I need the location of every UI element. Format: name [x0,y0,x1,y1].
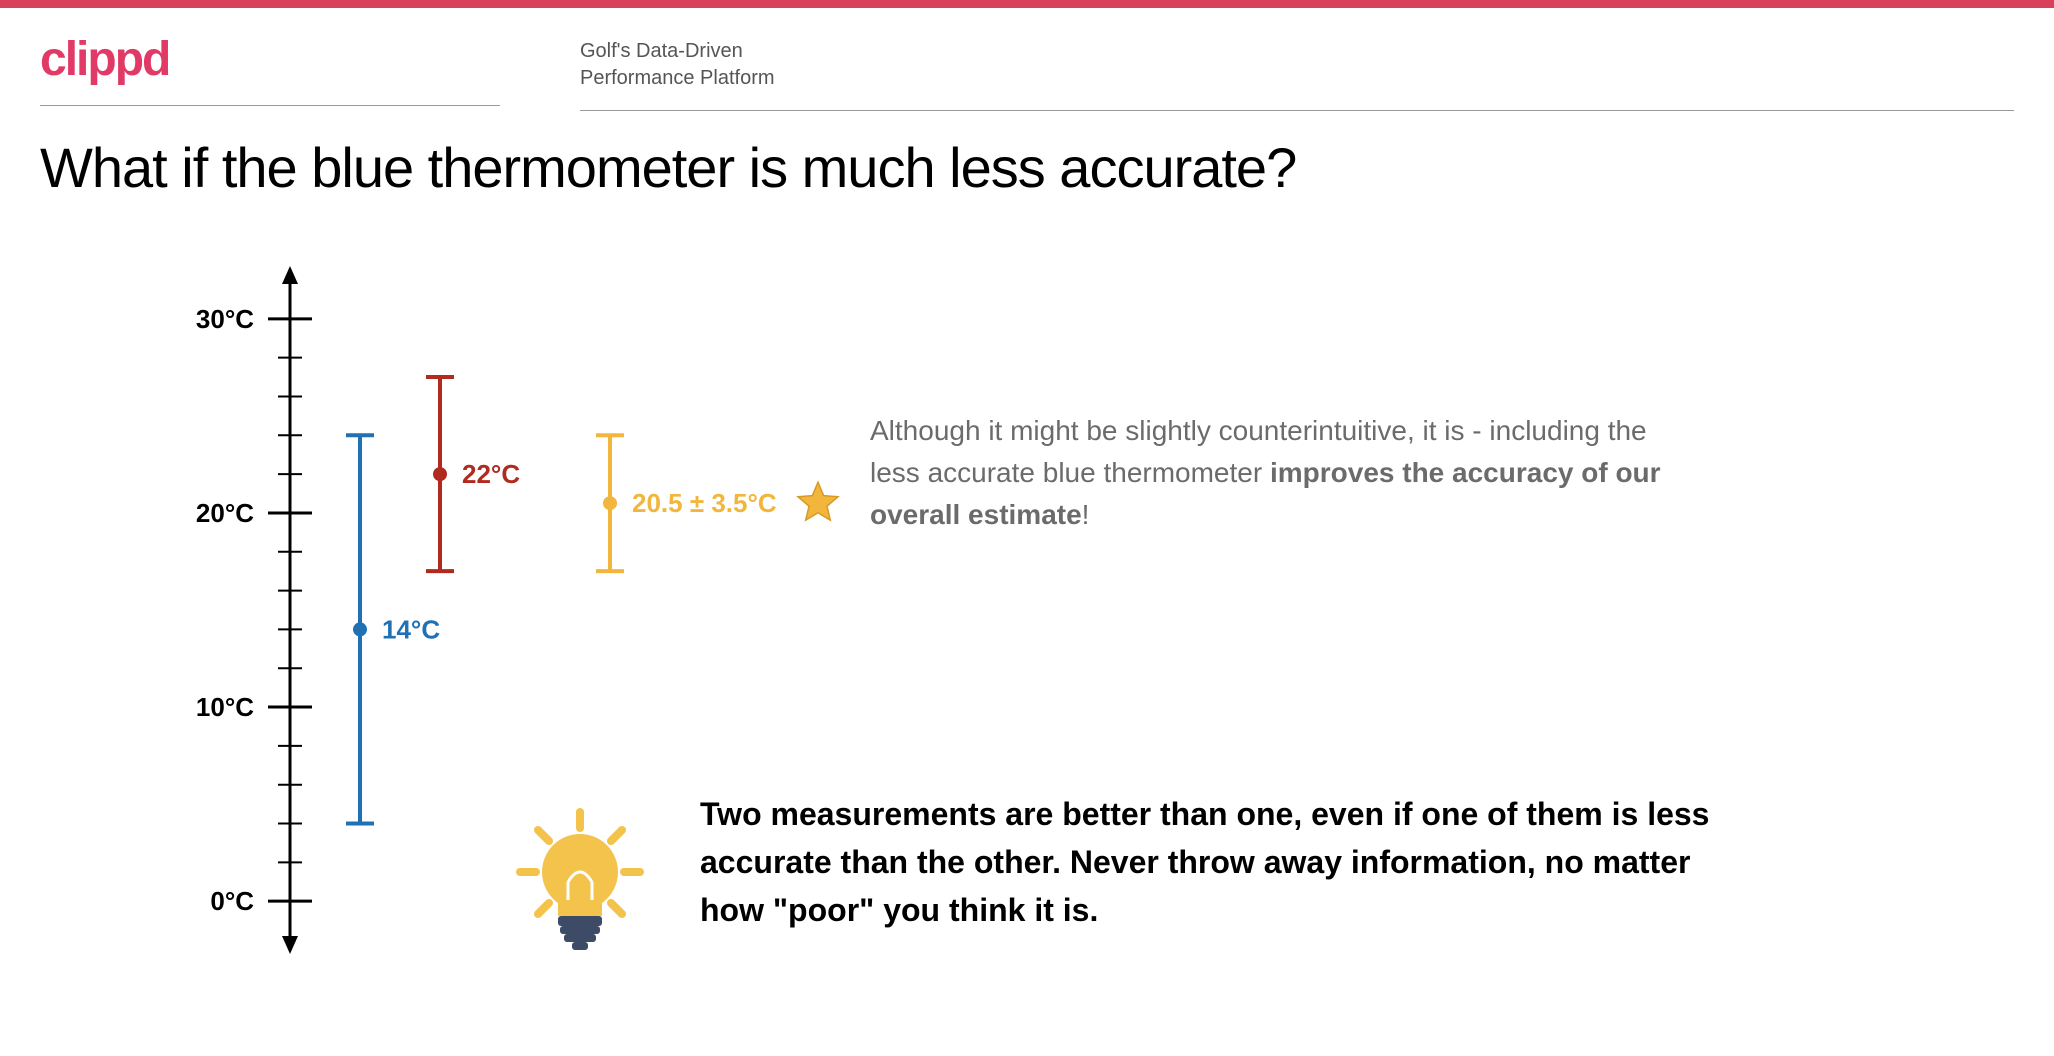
insight-row: Two measurements are better than one, ev… [500,790,1900,970]
top-accent-bar [0,0,2054,8]
logo-block: clippd [40,32,500,106]
svg-text:10°C: 10°C [196,692,254,722]
svg-text:20.5 ± 3.5°C: 20.5 ± 3.5°C [632,488,777,518]
lightbulb-icon [500,790,660,970]
svg-text:22°C: 22°C [462,459,520,489]
svg-text:14°C: 14°C [382,614,440,644]
tagline-line2: Performance Platform [580,65,2014,92]
tagline-line1: Golf's Data-Driven [580,38,2014,65]
explain-suffix: ! [1082,499,1090,530]
svg-text:20°C: 20°C [196,498,254,528]
header: clippd Golf's Data-Driven Performance Pl… [0,8,2054,111]
page-title: What if the blue thermometer is much les… [0,111,2054,200]
explanation-text: Although it might be slightly counterint… [870,410,1690,536]
tagline: Golf's Data-Driven Performance Platform [580,32,2014,111]
logo-text: clippd [40,32,500,87]
svg-text:0°C: 0°C [210,886,254,916]
insight-text: Two measurements are better than one, ev… [700,790,1750,934]
svg-text:30°C: 30°C [196,304,254,334]
